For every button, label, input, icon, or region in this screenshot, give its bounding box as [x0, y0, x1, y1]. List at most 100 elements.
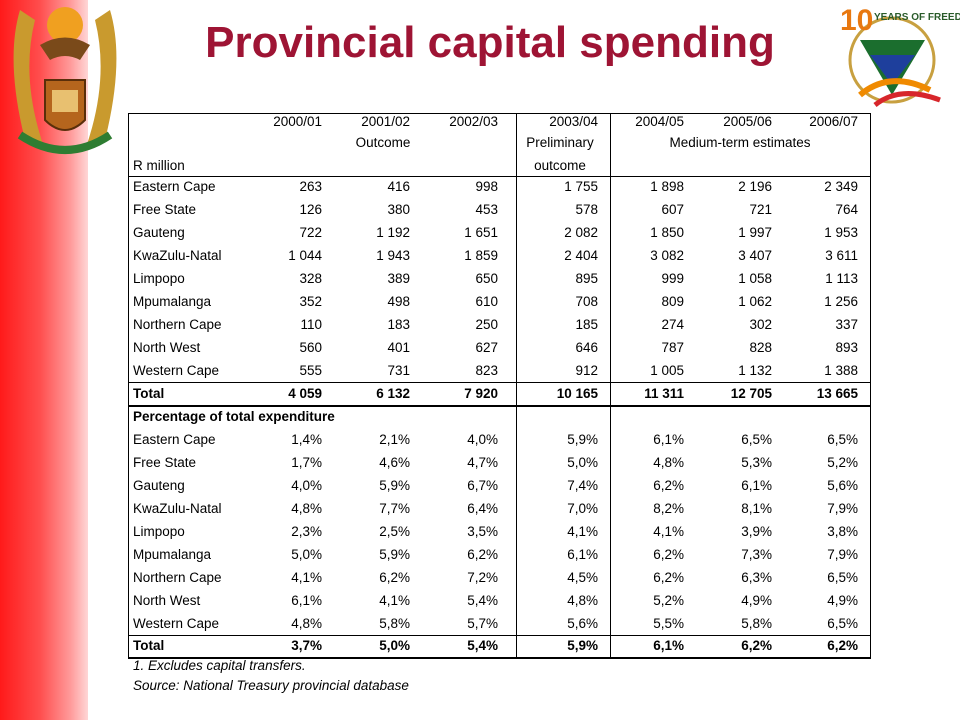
- cell: 1 651: [464, 225, 498, 240]
- cell: 5,9%: [567, 638, 598, 653]
- cell: 610: [475, 294, 498, 309]
- cell: 1 859: [464, 248, 498, 263]
- cell: 1 997: [738, 225, 772, 240]
- cell: 5,5%: [653, 616, 684, 631]
- cell: 5,2%: [827, 455, 858, 470]
- rule: [128, 382, 870, 383]
- cell: 4,7%: [467, 455, 498, 470]
- cell: 1,4%: [291, 432, 322, 447]
- column-header: 2001/02: [361, 114, 410, 129]
- cell: 1 388: [824, 363, 858, 378]
- cell: 5,8%: [379, 616, 410, 631]
- row-label: Western Cape: [133, 363, 220, 378]
- cell: 352: [299, 294, 322, 309]
- cell: 4,1%: [291, 570, 322, 585]
- cell: 722: [299, 225, 322, 240]
- logo-text: YEARS OF FREEDOM: [874, 12, 960, 23]
- cell: 401: [387, 340, 410, 355]
- cell: 183: [387, 317, 410, 332]
- cell: 5,8%: [741, 616, 772, 631]
- cell: 1 850: [650, 225, 684, 240]
- cell: 263: [299, 179, 322, 194]
- cell: 3,9%: [741, 524, 772, 539]
- coat-of-arms: [13, 7, 117, 154]
- column-header: 2003/04: [549, 114, 598, 129]
- row-label: Eastern Cape: [133, 179, 216, 194]
- cell: 126: [299, 202, 322, 217]
- logo-number: 10: [840, 4, 873, 37]
- cell: 3 611: [825, 248, 858, 263]
- cell: 6 132: [376, 386, 410, 401]
- cell: 578: [575, 202, 598, 217]
- rule: [128, 405, 870, 407]
- title: Provincial capital spending: [205, 18, 775, 67]
- cell: 4,6%: [379, 455, 410, 470]
- cell: 5,7%: [467, 616, 498, 631]
- row-label: KwaZulu-Natal: [133, 248, 222, 263]
- cell: 453: [475, 202, 498, 217]
- group-label: Outcome: [355, 135, 411, 150]
- cell: 6,3%: [741, 570, 772, 585]
- cell: 1 943: [376, 248, 410, 263]
- cell: 6,5%: [827, 432, 858, 447]
- cell: 7,2%: [467, 570, 498, 585]
- group-label: Preliminary: [526, 135, 594, 150]
- cell: 5,4%: [467, 638, 498, 653]
- cell: 2 196: [738, 179, 772, 194]
- cell: 1 113: [825, 271, 858, 286]
- cell: 4,9%: [827, 593, 858, 608]
- cell: 274: [661, 317, 684, 332]
- cell: 607: [661, 202, 684, 217]
- rule: [128, 113, 129, 659]
- cell: 4,5%: [567, 570, 598, 585]
- cell: 5,6%: [567, 616, 598, 631]
- cell: 646: [575, 340, 598, 355]
- row-label: Gauteng: [133, 478, 185, 493]
- cell: 5,2%: [653, 593, 684, 608]
- row-label: Northern Cape: [133, 317, 222, 332]
- row-label: Gauteng: [133, 225, 185, 240]
- cell: 6,2%: [467, 547, 498, 562]
- row-label: Limpopo: [133, 271, 185, 286]
- cell: 6,1%: [741, 478, 772, 493]
- cell: 3,8%: [827, 524, 858, 539]
- cell: 6,2%: [741, 638, 772, 653]
- cell: 12 705: [730, 386, 772, 401]
- cell: 5,0%: [567, 455, 598, 470]
- cell: 1 192: [376, 225, 410, 240]
- cell: 4,8%: [567, 593, 598, 608]
- cell: 2 349: [824, 179, 858, 194]
- cell: 1 256: [824, 294, 858, 309]
- row-label: Limpopo: [133, 524, 185, 539]
- cell: 1 044: [288, 248, 322, 263]
- cell: 3 082: [650, 248, 684, 263]
- row-label: Northern Cape: [133, 570, 222, 585]
- cell: 6,2%: [827, 638, 858, 653]
- cell: 6,5%: [827, 616, 858, 631]
- cell: 380: [387, 202, 410, 217]
- cell: 4,8%: [653, 455, 684, 470]
- cell: 110: [300, 317, 322, 332]
- cell: 708: [575, 294, 598, 309]
- cell: 185: [575, 317, 598, 332]
- cell: 4,1%: [379, 593, 410, 608]
- cell: 721: [749, 202, 772, 217]
- column-header: 2004/05: [635, 114, 684, 129]
- note: 1. Excludes capital transfers.: [133, 658, 306, 673]
- row-label: Free State: [133, 202, 197, 217]
- cell: 7,3%: [741, 547, 772, 562]
- rule: [128, 113, 870, 114]
- cell: 998: [475, 179, 498, 194]
- cell: 3,7%: [291, 638, 322, 653]
- cell: 6,2%: [653, 570, 684, 585]
- cell: 10 165: [556, 386, 598, 401]
- cell: 1 062: [738, 294, 772, 309]
- cell: 1 132: [738, 363, 772, 378]
- cell: 498: [387, 294, 410, 309]
- cell: 4,9%: [741, 593, 772, 608]
- cell: 6,2%: [379, 570, 410, 585]
- cell: 7 920: [464, 386, 498, 401]
- cell: 809: [661, 294, 684, 309]
- cell: 731: [387, 363, 410, 378]
- cell: 5,6%: [827, 478, 858, 493]
